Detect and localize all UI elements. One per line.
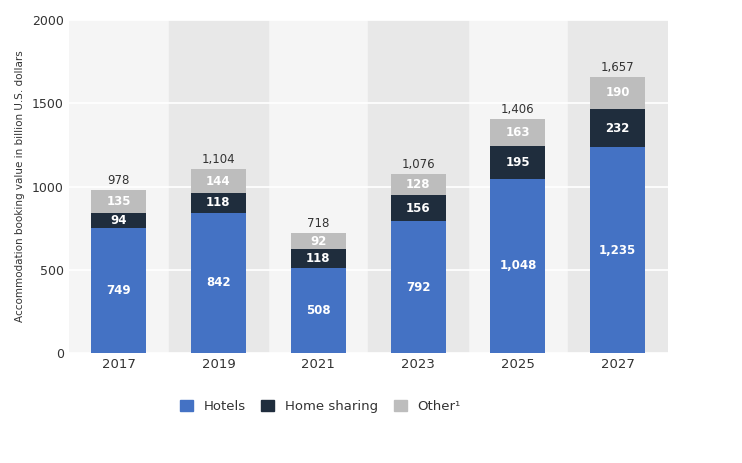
Bar [390, 221, 445, 353]
Text: 135: 135 [106, 195, 131, 208]
Bar [91, 190, 146, 213]
Bar [191, 193, 246, 213]
Text: 1,104: 1,104 [202, 153, 235, 166]
Bar [390, 195, 445, 221]
Text: 163: 163 [505, 126, 530, 139]
Text: 144: 144 [206, 175, 231, 188]
Text: 718: 718 [307, 218, 329, 231]
Text: 978: 978 [108, 174, 130, 187]
Bar [191, 213, 246, 353]
Bar [291, 233, 346, 249]
Text: 1,406: 1,406 [501, 103, 535, 116]
Text: 190: 190 [605, 87, 630, 100]
Text: 118: 118 [306, 252, 330, 265]
Text: 1,048: 1,048 [499, 259, 536, 272]
Text: 508: 508 [306, 304, 330, 317]
Text: 94: 94 [111, 214, 127, 227]
Text: 118: 118 [206, 196, 231, 209]
Y-axis label: Accommodation booking value in billion U.S. dollars: Accommodation booking value in billion U… [15, 50, 25, 322]
Bar [368, 20, 468, 353]
Bar [490, 179, 545, 353]
Bar [591, 109, 646, 147]
Bar [591, 147, 646, 353]
Text: 128: 128 [406, 178, 430, 191]
Text: 92: 92 [310, 235, 326, 248]
Bar [91, 213, 146, 228]
Text: 1,076: 1,076 [401, 158, 435, 171]
Bar [291, 269, 346, 353]
Bar [390, 174, 445, 195]
Bar [568, 20, 668, 353]
Bar [191, 169, 246, 193]
Text: 232: 232 [605, 122, 630, 135]
Text: 749: 749 [106, 284, 131, 297]
Text: 1,657: 1,657 [601, 61, 634, 74]
Text: 195: 195 [505, 156, 531, 169]
Text: 156: 156 [406, 202, 430, 215]
Bar [490, 119, 545, 146]
Bar [490, 146, 545, 179]
Bar [291, 249, 346, 269]
Bar [591, 77, 646, 109]
Text: 1,235: 1,235 [599, 244, 637, 257]
Legend: Hotels, Home sharing, Other¹: Hotels, Home sharing, Other¹ [173, 393, 467, 419]
Bar [168, 20, 269, 353]
Text: 842: 842 [206, 276, 231, 289]
Bar [91, 228, 146, 353]
Text: 792: 792 [406, 281, 430, 294]
